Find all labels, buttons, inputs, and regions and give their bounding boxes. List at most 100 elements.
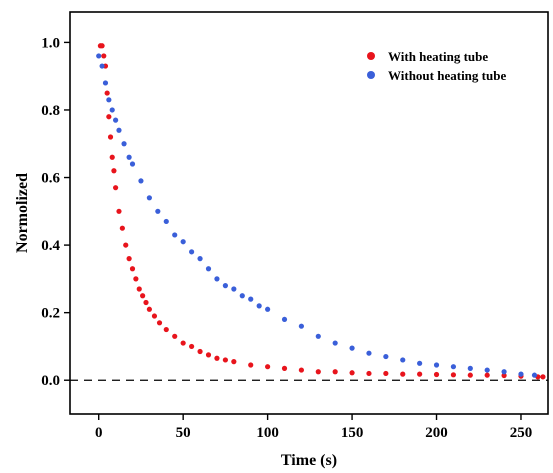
legend: With heating tube Without heating tube [367,49,506,83]
data-point [106,114,112,120]
series-without-heating-tube [96,53,538,378]
data-point [99,63,105,69]
data-point [116,208,122,214]
data-point [349,345,355,351]
data-point [400,371,406,377]
data-point [106,97,112,103]
data-point [256,303,262,309]
data-point [231,286,237,292]
data-point [501,369,507,375]
data-point [239,293,245,299]
data-point [109,107,115,113]
series-with-heating-tube [97,43,546,380]
data-point [400,357,406,363]
data-point [417,371,423,377]
data-point [146,306,152,312]
data-point [315,333,321,339]
data-point [140,293,146,299]
data-point [146,195,152,201]
data-point [138,178,144,184]
data-points [96,43,546,380]
data-point [450,372,457,378]
data-point [417,360,423,366]
data-point [113,117,119,123]
data-point [111,168,117,174]
data-point [531,372,538,378]
legend-marker-with-heating-tube [367,52,375,60]
data-point [126,256,132,262]
data-point [126,154,132,160]
data-point [265,306,271,312]
data-point [156,320,163,326]
data-point [101,53,107,59]
data-point [197,348,203,355]
data-point [116,127,122,133]
data-point [433,371,440,378]
data-point [133,276,139,282]
data-point [332,369,338,375]
data-point [298,323,304,329]
data-point [315,369,321,375]
data-point [197,256,203,262]
data-point [205,266,212,272]
data-point [136,286,142,292]
y-axis: 0.0 0.2 0.4 0.6 0.8 1.0 [41,35,70,389]
data-point [518,371,524,377]
x-tick-label: 150 [341,425,364,441]
data-point [180,239,186,245]
y-axis-title: Normolized [14,173,31,253]
data-point [298,367,304,373]
data-point [540,374,546,380]
data-point [102,80,109,86]
y-tick-label: 0.6 [41,171,60,187]
data-point [222,357,228,363]
data-point [349,370,355,376]
data-point [121,141,127,147]
data-point [366,370,372,377]
y-tick-label: 0.0 [41,373,60,389]
data-point [104,90,110,96]
x-tick-label: 0 [95,425,103,441]
plot-frame [69,11,549,415]
data-point [467,372,473,378]
x-tick-label: 200 [425,425,448,441]
data-point [366,350,372,356]
data-point [383,353,389,360]
data-point [281,316,288,323]
data-point [248,296,254,302]
data-point [205,352,212,358]
data-point [172,333,178,339]
data-point [383,370,389,377]
x-tick-label: 250 [510,425,533,441]
data-point [214,276,220,282]
x-axis-title: Time (s) [281,452,337,469]
data-point [129,266,136,272]
data-point [222,283,228,289]
legend-marker-without-heating-tube [367,71,375,79]
legend-label-without-heating-tube: Without heating tube [388,68,506,83]
data-point [450,364,457,370]
legend-label-with-heating-tube: With heating tube [388,49,488,64]
y-tick-label: 1.0 [41,35,60,51]
x-tick-label: 100 [256,425,279,441]
data-point [155,208,161,214]
data-point [163,218,169,225]
data-point [129,161,136,167]
y-tick-label: 0.2 [41,306,60,322]
data-point [189,249,195,255]
data-point [265,364,271,370]
data-point [107,134,114,140]
data-point [332,340,338,346]
data-point [231,359,237,365]
y-tick-label: 0.4 [41,238,60,254]
data-point [467,365,473,371]
data-point [501,372,507,379]
data-point [281,365,288,371]
data-point [484,367,490,373]
data-point [189,343,195,350]
data-point [163,326,169,333]
data-point [484,372,490,378]
data-point [180,340,186,346]
data-point [172,232,178,238]
